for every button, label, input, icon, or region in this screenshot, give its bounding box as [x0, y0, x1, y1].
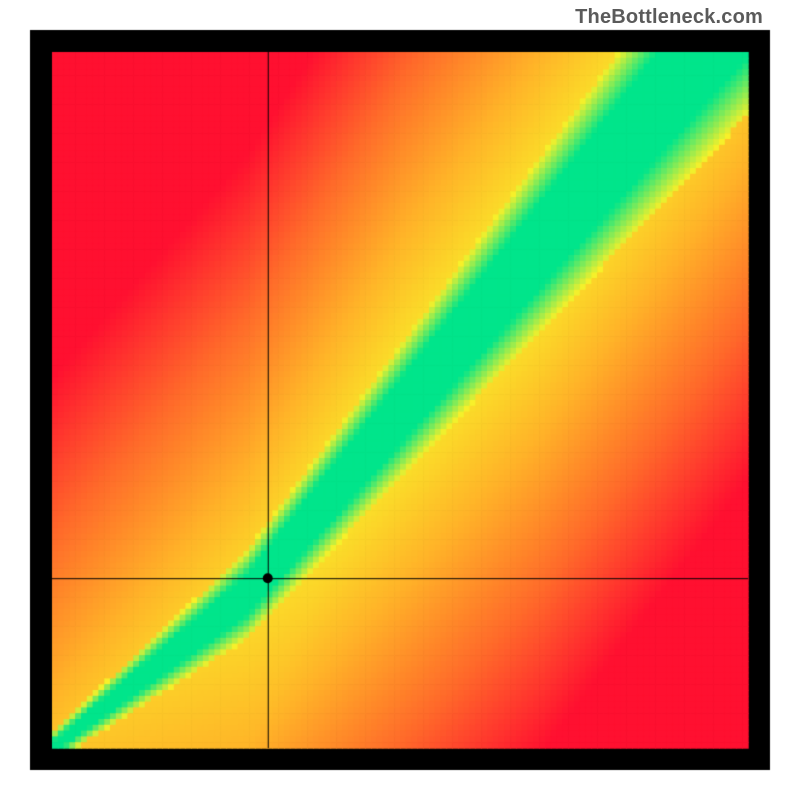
chart-container: TheBottleneck.com	[0, 0, 800, 800]
attribution-text: TheBottleneck.com	[575, 6, 763, 29]
bottleneck-heatmap-canvas	[0, 0, 800, 800]
